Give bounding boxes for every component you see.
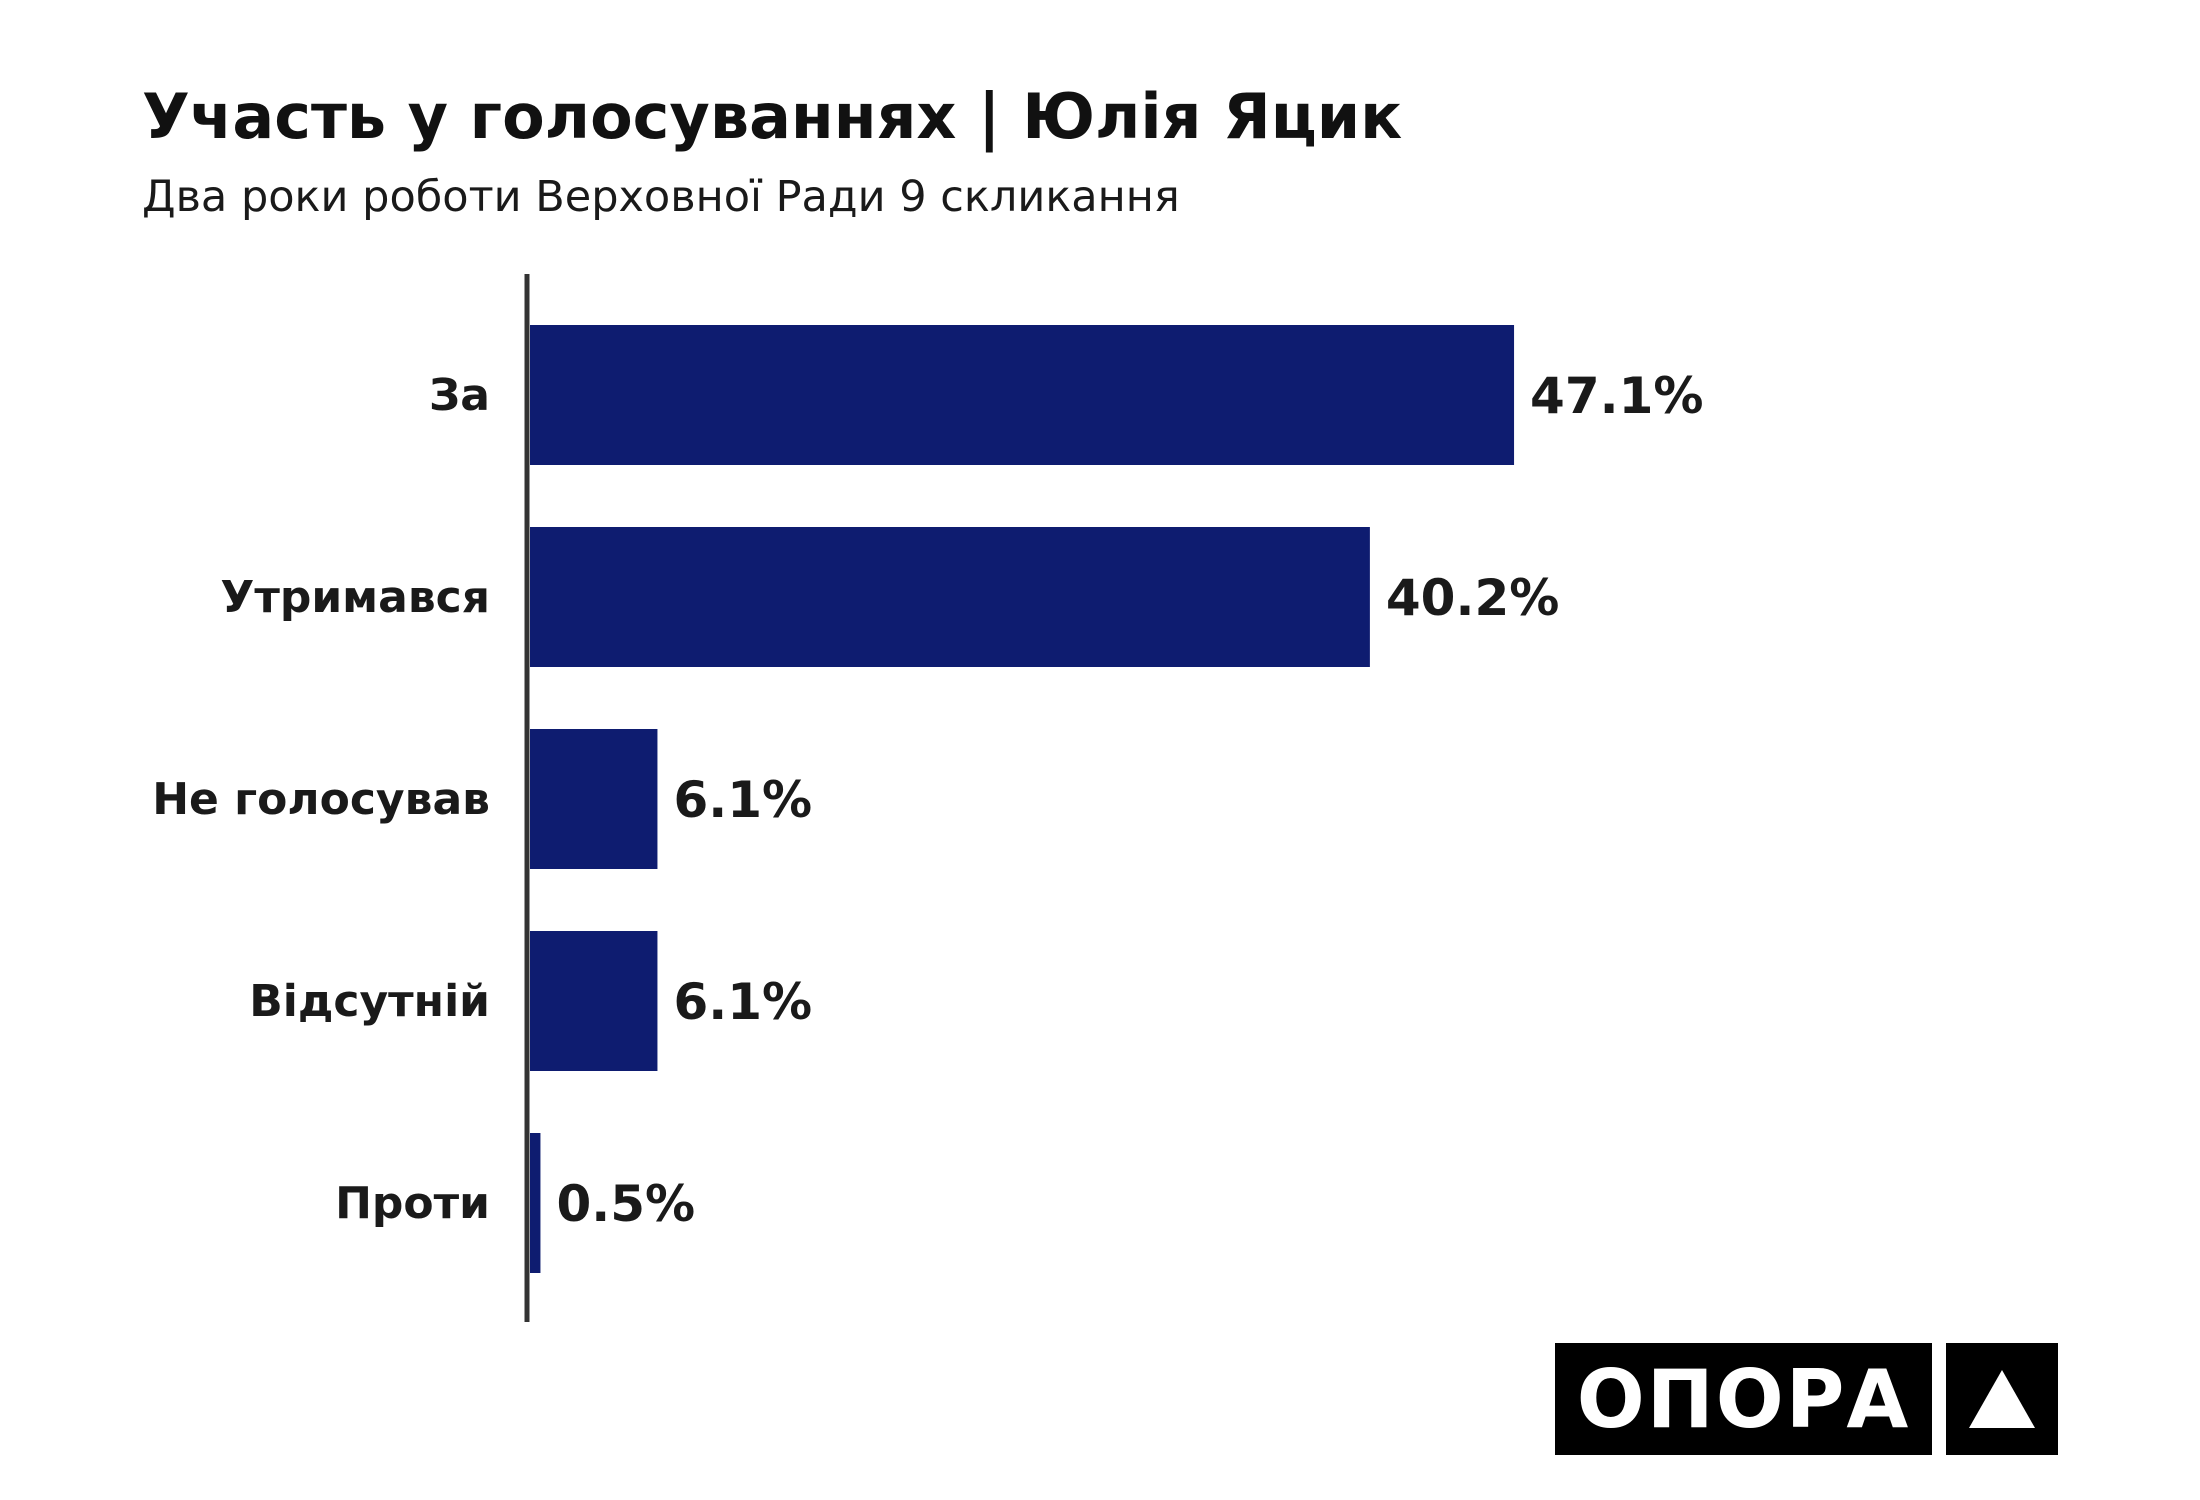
- category-label-3: Відсутній: [249, 976, 490, 1027]
- bar-1: [530, 527, 1370, 667]
- value-label-2: 6.1%: [673, 771, 812, 829]
- value-label-0: 47.1%: [1530, 367, 1703, 425]
- chart-subtitle: Два роки роботи Верховної Ради 9 скликан…: [142, 172, 1180, 222]
- category-label-4: Проти: [335, 1178, 490, 1229]
- value-label-4: 0.5%: [556, 1175, 695, 1233]
- value-label-3: 6.1%: [673, 973, 812, 1031]
- chart-title: Участь у голосуваннях | Юлія Яцик: [142, 80, 1403, 153]
- category-label-1: Утримався: [220, 572, 490, 623]
- triangle-up-icon: [1946, 1343, 2058, 1455]
- opora-logo: ОПОРА: [1555, 1343, 2058, 1455]
- bars-layer: За 47.1% Утримався 40.2% Не голосував 6.1% Від…: [152, 325, 1704, 1273]
- bar-0: [530, 325, 1515, 465]
- bar-3: [530, 931, 658, 1071]
- value-label-1: 40.2%: [1386, 569, 1559, 627]
- bar-4: [530, 1133, 541, 1273]
- category-label-2: Не голосував: [152, 774, 490, 825]
- logo-text: ОПОРА: [1555, 1343, 1932, 1455]
- bar-2: [530, 729, 658, 869]
- category-label-0: За: [429, 370, 490, 421]
